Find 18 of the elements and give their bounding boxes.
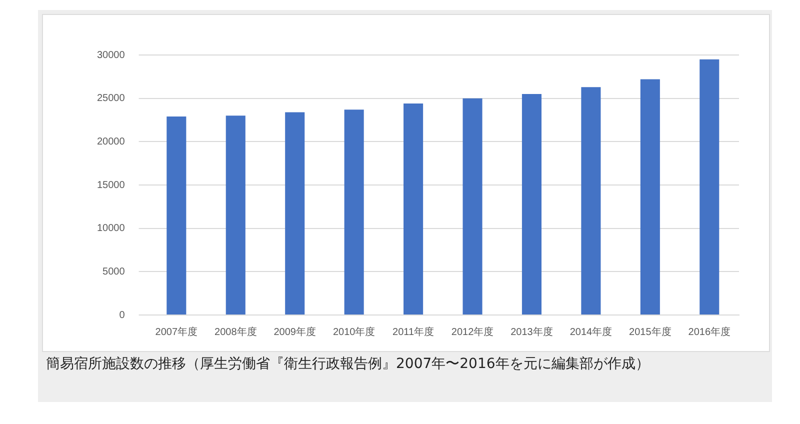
x-tick-label: 2009年度: [274, 326, 316, 338]
x-tick-label: 2016年度: [688, 326, 731, 338]
x-tick-label: 2007年度: [155, 326, 198, 338]
x-tick-label: 2012年度: [451, 326, 494, 338]
y-tick-label: 20000: [96, 136, 126, 148]
y-tick-label: 10000: [96, 223, 126, 234]
y-tick-label: 30000: [96, 50, 126, 61]
x-tick-label: 2014年度: [570, 326, 612, 338]
x-tick-label: 2013年度: [510, 326, 553, 338]
y-tick-label: 0: [119, 310, 126, 321]
y-tick-label: 15000: [96, 180, 126, 191]
text: 簡易宿所施設数の推移（厚生労働省『衛生行政報告例』2007年〜2016年を元に編集部が作成）: [46, 355, 650, 374]
y-tick-label: 25000: [96, 93, 126, 104]
y-tick-label: 5000: [102, 266, 126, 278]
x-tick-label: 2015年度: [629, 326, 672, 338]
x-tick-label: 2010年度: [332, 326, 376, 338]
x-tick-label: 2008年度: [214, 326, 257, 338]
x-tick-label: 2011年度: [392, 326, 434, 338]
